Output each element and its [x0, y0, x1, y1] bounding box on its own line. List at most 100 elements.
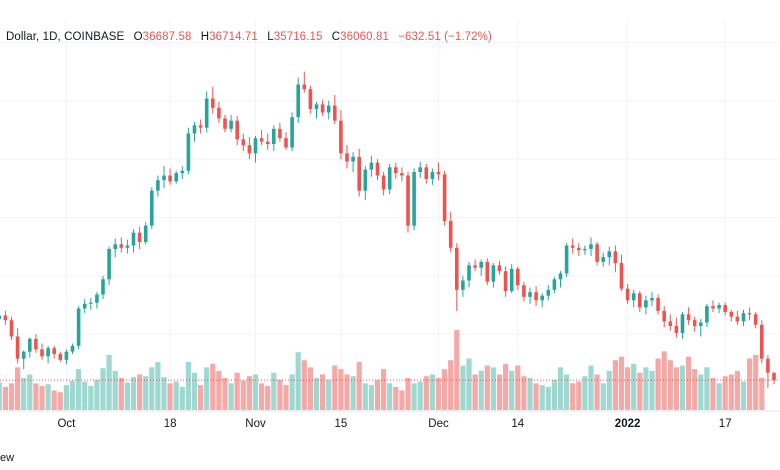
- volume-bar: [515, 365, 521, 410]
- volume-bar: [759, 378, 765, 410]
- candle-body: [442, 174, 447, 221]
- candle-body: [296, 84, 300, 118]
- volume-bar: [112, 370, 118, 410]
- candle-body: [577, 247, 581, 251]
- volume-bar: [429, 374, 435, 410]
- candle-body: [302, 84, 307, 90]
- volume-bar: [710, 378, 716, 410]
- volume-bar: [69, 380, 76, 410]
- volume-bar: [228, 383, 234, 410]
- candle-body: [552, 279, 557, 290]
- legend-change: −632.51 (−1.72%): [398, 31, 492, 43]
- volume-bar: [411, 383, 417, 410]
- volume-bar: [94, 379, 100, 410]
- candle-body: [40, 349, 44, 357]
- legend-open-value: 36687.58: [142, 31, 192, 43]
- volume-bar: [527, 378, 533, 410]
- volume-bar: [545, 386, 551, 410]
- volume-bar: [564, 374, 570, 410]
- volume-bar: [686, 356, 692, 410]
- volume-bar: [265, 386, 271, 410]
- candle-body: [772, 372, 776, 381]
- candle-body: [58, 354, 63, 360]
- legend-high-value: 36714.71: [209, 31, 258, 43]
- volume-bar: [338, 369, 344, 410]
- candle-body: [619, 263, 624, 289]
- volume-bar: [210, 363, 216, 410]
- candle-body: [28, 338, 32, 352]
- candle-body: [406, 175, 410, 226]
- candle-body: [418, 167, 422, 172]
- candle-body: [522, 285, 526, 297]
- candle-body: [247, 145, 252, 154]
- candle-body: [198, 125, 203, 128]
- volume-bar: [667, 360, 673, 410]
- candle-body: [760, 324, 764, 359]
- candle-body: [76, 308, 81, 346]
- candle-body: [412, 172, 416, 226]
- legend-open-label: O: [133, 31, 143, 43]
- volume-bar: [747, 358, 753, 410]
- volume-bar: [582, 376, 588, 410]
- candle-body: [461, 280, 465, 290]
- candle-body: [400, 173, 404, 176]
- candle-body: [229, 120, 233, 129]
- volume-bar: [484, 365, 490, 410]
- candle-body: [46, 348, 50, 357]
- volume-bar: [551, 379, 557, 410]
- candle-body: [680, 314, 685, 333]
- candle-body: [284, 138, 288, 148]
- candle-body: [82, 303, 87, 309]
- volume-bar: [191, 372, 198, 410]
- volume-bars: [0, 330, 765, 410]
- volume-bar: [612, 360, 618, 410]
- volume-bar: [503, 363, 509, 410]
- candle-body: [156, 180, 160, 191]
- candle-body: [528, 292, 532, 297]
- candle-body: [644, 300, 648, 308]
- volume-bar: [423, 376, 429, 410]
- candle-body: [3, 315, 8, 321]
- volume-bar: [63, 385, 69, 410]
- candle-body: [70, 345, 75, 352]
- volume-bar: [246, 376, 252, 410]
- volume-bar: [76, 369, 82, 410]
- candle-body: [558, 273, 563, 280]
- candle-body: [546, 289, 551, 296]
- candle-body: [595, 244, 599, 262]
- candle-body: [613, 251, 618, 263]
- volume-bar: [570, 383, 576, 410]
- candle-body: [52, 348, 56, 354]
- volume-bar: [557, 367, 564, 410]
- volume-bar: [137, 374, 143, 410]
- candle-body: [192, 125, 197, 134]
- candle-body: [119, 244, 124, 248]
- volume-bar: [344, 374, 350, 410]
- candle-body: [131, 232, 136, 246]
- candle-body: [9, 320, 14, 337]
- candles: [0, 71, 776, 388]
- volume-bar: [106, 354, 112, 410]
- candle-body: [503, 271, 508, 291]
- candle-body: [509, 268, 514, 291]
- candle-body: [448, 221, 453, 248]
- volume-bar: [381, 369, 387, 410]
- volume-bar: [33, 383, 39, 410]
- volume-bar: [460, 365, 466, 410]
- candle-body: [204, 98, 209, 128]
- volume-bar: [283, 385, 289, 410]
- candle-body: [241, 139, 246, 146]
- volume-bar: [661, 351, 667, 410]
- candle-body: [345, 153, 349, 162]
- volume-bar: [130, 377, 137, 410]
- candle-body: [540, 295, 544, 301]
- candle-body: [467, 265, 471, 281]
- legend-low-value: 35716.15: [273, 31, 323, 43]
- footer-text: ew: [0, 452, 15, 464]
- volume-bar: [45, 384, 51, 410]
- candle-body: [333, 105, 337, 121]
- volume-bar: [252, 374, 259, 410]
- candle-body: [272, 128, 276, 144]
